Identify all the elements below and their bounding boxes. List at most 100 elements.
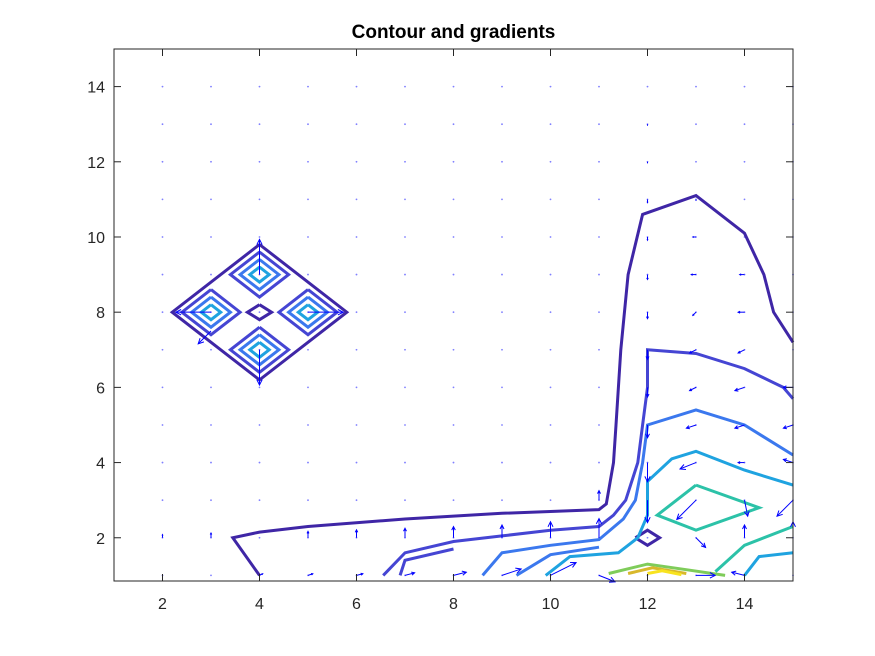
grid-dot bbox=[549, 85, 552, 88]
x-tick-label: 12 bbox=[639, 596, 657, 613]
grid-dot bbox=[355, 273, 358, 276]
grid-dot bbox=[501, 85, 503, 88]
grid-dot bbox=[404, 499, 406, 502]
grid-dot bbox=[501, 311, 503, 314]
grid-dot bbox=[258, 424, 261, 426]
gradient-arrow bbox=[733, 424, 745, 430]
gradient-arrow bbox=[692, 311, 697, 317]
contour-line bbox=[608, 562, 726, 577]
grid-dot bbox=[161, 311, 164, 314]
grid-dot bbox=[549, 499, 552, 502]
grid-dot bbox=[549, 160, 552, 163]
grid-dot bbox=[404, 386, 406, 389]
grid-dot bbox=[258, 386, 261, 389]
x-tick-label: 10 bbox=[542, 596, 560, 613]
grid-dot bbox=[161, 198, 164, 201]
grid-dot bbox=[355, 348, 358, 351]
grid-dot bbox=[501, 273, 503, 276]
gradient-arrow bbox=[306, 530, 310, 538]
gradient-arrow bbox=[646, 312, 649, 320]
grid-dot bbox=[355, 123, 358, 126]
grid-dot bbox=[404, 273, 406, 276]
grid-dot bbox=[646, 85, 649, 88]
grid-dot bbox=[452, 160, 455, 163]
contour-line bbox=[244, 303, 275, 322]
grid-dot bbox=[598, 348, 600, 351]
grid-dot bbox=[743, 85, 746, 88]
grid-dot bbox=[210, 424, 212, 426]
y-tick-label: 12 bbox=[87, 155, 105, 172]
gradient-arrow bbox=[595, 517, 603, 538]
contour-line bbox=[544, 449, 794, 577]
gradient-arrow bbox=[645, 349, 650, 361]
gradient-arrow bbox=[197, 330, 212, 345]
grid-dot bbox=[210, 198, 212, 201]
gradient-arrow bbox=[688, 349, 697, 354]
contour-line bbox=[627, 566, 687, 575]
grid-dot bbox=[258, 123, 261, 126]
gradient-arrow bbox=[733, 386, 745, 392]
gradient-arrow bbox=[174, 309, 211, 316]
gradient-arrow bbox=[354, 528, 359, 538]
grid-dot bbox=[452, 461, 455, 464]
contour-line bbox=[227, 250, 292, 299]
gradient-vectors-layer bbox=[161, 124, 796, 583]
gradient-arrow bbox=[645, 387, 650, 399]
gradient-arrow bbox=[597, 489, 601, 501]
chart-title: Contour and gradients bbox=[352, 22, 556, 43]
contour-line bbox=[714, 525, 794, 573]
grid-dot bbox=[598, 160, 600, 163]
grid-dot bbox=[549, 123, 552, 126]
contour-line bbox=[198, 303, 224, 322]
gradient-arrow bbox=[256, 349, 263, 387]
contour-lines-layer bbox=[169, 193, 795, 577]
grid-dot bbox=[161, 273, 164, 276]
gradient-arrow bbox=[403, 527, 407, 538]
grid-dot bbox=[355, 85, 358, 88]
grid-dot bbox=[258, 236, 261, 238]
grid-dot bbox=[549, 348, 552, 351]
contour-line bbox=[481, 408, 794, 577]
gradient-arrow bbox=[453, 570, 468, 576]
grid-dot bbox=[355, 461, 358, 464]
grid-dot bbox=[307, 424, 309, 426]
gradient-arrow bbox=[646, 199, 649, 204]
grid-dot bbox=[501, 198, 503, 201]
contour-line bbox=[515, 545, 600, 577]
contour-line bbox=[634, 528, 663, 548]
grid-dot bbox=[452, 198, 455, 201]
grid-dot bbox=[307, 160, 309, 163]
grid-dot bbox=[695, 123, 697, 126]
grid-dot bbox=[452, 424, 455, 426]
grid-dot bbox=[646, 536, 649, 539]
grid-dot bbox=[404, 461, 406, 464]
grid-dot bbox=[307, 499, 309, 502]
grid-dot bbox=[355, 311, 358, 314]
grid-dot bbox=[210, 348, 212, 351]
grid-dot bbox=[501, 123, 503, 126]
gradient-arrow bbox=[685, 424, 697, 430]
gradient-arrow bbox=[782, 458, 794, 464]
grid-dot bbox=[549, 273, 552, 276]
grid-dot bbox=[355, 160, 358, 163]
gradient-arrow bbox=[451, 525, 456, 538]
grid-dot bbox=[452, 123, 455, 126]
grid-dot bbox=[549, 311, 552, 314]
grid-dot bbox=[501, 236, 503, 238]
gradient-arrow bbox=[688, 386, 697, 392]
grid-dot bbox=[307, 85, 309, 88]
grid-dot bbox=[355, 236, 358, 238]
grid-dot bbox=[501, 499, 503, 502]
gradient-arrow bbox=[743, 500, 750, 518]
grid-dot bbox=[695, 160, 697, 163]
contour-line bbox=[647, 569, 682, 577]
grid-dot bbox=[598, 386, 600, 389]
grid-dot bbox=[549, 386, 552, 389]
grid-dot bbox=[307, 273, 309, 276]
grid-dot bbox=[452, 386, 455, 389]
grid-dot bbox=[258, 160, 261, 163]
grid-dot bbox=[598, 273, 600, 276]
grid-dot bbox=[404, 160, 406, 163]
gradient-arrow bbox=[356, 572, 364, 576]
